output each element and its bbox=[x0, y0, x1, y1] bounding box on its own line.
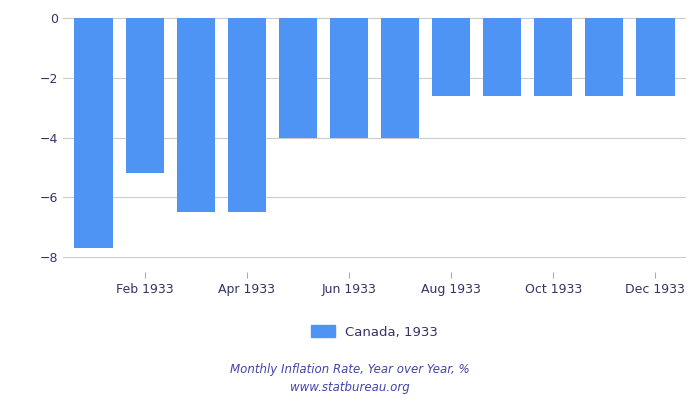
Bar bbox=[74, 18, 113, 248]
Text: www.statbureau.org: www.statbureau.org bbox=[290, 382, 410, 394]
Bar bbox=[585, 18, 624, 96]
Bar bbox=[534, 18, 573, 96]
Bar bbox=[483, 18, 522, 96]
Bar bbox=[125, 18, 164, 173]
Bar bbox=[279, 18, 317, 138]
Legend: Canada, 1933: Canada, 1933 bbox=[311, 325, 438, 339]
Text: Monthly Inflation Rate, Year over Year, %: Monthly Inflation Rate, Year over Year, … bbox=[230, 364, 470, 376]
Bar bbox=[636, 18, 675, 96]
Bar bbox=[381, 18, 419, 138]
Bar bbox=[432, 18, 470, 96]
Bar bbox=[176, 18, 215, 212]
Bar bbox=[228, 18, 266, 212]
Bar bbox=[330, 18, 368, 138]
